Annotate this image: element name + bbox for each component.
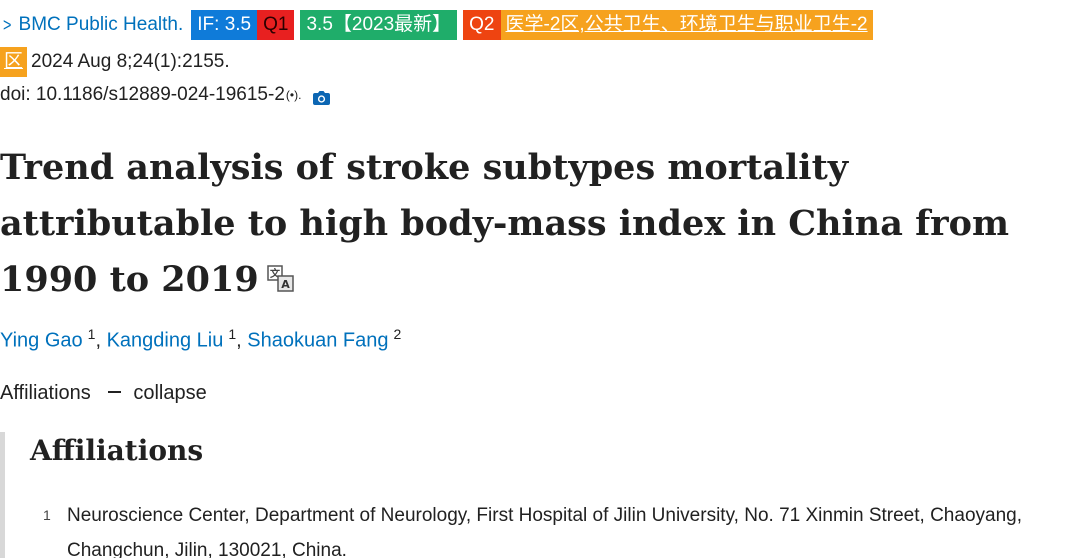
affiliation-number[interactable]: 2 — [393, 326, 402, 342]
collapse-label: collapse — [133, 382, 207, 404]
article-title-text: Trend analysis of stroke subtypes mortal… — [0, 147, 1009, 300]
camera-icon[interactable] — [313, 89, 331, 105]
svg-text:A: A — [281, 278, 290, 291]
affiliation-item: 1 Neuroscience Center, Department of Neu… — [35, 498, 1045, 558]
cas-category-badge-tail[interactable]: 区 — [0, 47, 28, 77]
affiliation-number[interactable]: 1 — [87, 326, 96, 342]
doi-text: doi: 10.1186/s12889-024-19615-2 — [0, 84, 285, 105]
affiliations-heading: Affiliations — [30, 434, 204, 467]
impact-factor-badge[interactable]: IF: 3.5 — [191, 10, 258, 40]
translate-icon[interactable]: 文 A — [266, 254, 295, 292]
affiliations-panel: Affiliations 1 Neuroscience Center, Depa… — [0, 432, 1080, 558]
author-link[interactable]: Kangding Liu — [106, 329, 224, 352]
jcr-quartile-badge[interactable]: Q1 — [257, 10, 295, 40]
author-link[interactable]: Ying Gao — [0, 329, 83, 352]
article-title: Trend analysis of stroke subtypes mortal… — [0, 140, 1070, 308]
minus-icon — [108, 390, 122, 393]
cas-quartile-badge[interactable]: Q2 — [463, 10, 501, 40]
affiliations-toggle: Affiliations collapse — [0, 382, 207, 405]
author-list: Ying Gao 1, Kangding Liu 1, Shaokuan Fang 2 — [0, 326, 402, 352]
affiliation-item-number: 1 — [43, 507, 51, 523]
svg-text:文: 文 — [270, 267, 281, 280]
cas-category-badge[interactable]: 医学-2区,公共卫生、环境卫生与职业卫生-2 — [500, 10, 873, 40]
journal-link[interactable]: > BMC Public Health. — [0, 14, 183, 36]
affiliations-toggle-label: Affiliations — [0, 382, 91, 404]
doi-line: doi: 10.1186/s12889-024-19615-2 (•). — [0, 80, 331, 110]
author-link[interactable]: Shaokuan Fang — [247, 329, 389, 352]
affiliation-item-text: Neuroscience Center, Department of Neuro… — [67, 505, 1022, 558]
publication-date: 2024 Aug 8;24(1):2155. — [31, 51, 230, 72]
affiliation-number[interactable]: 1 — [228, 326, 237, 342]
collapse-button[interactable]: collapse — [108, 382, 207, 404]
zk-rank-badge[interactable]: 3.5【2023最新】 — [300, 10, 458, 40]
journal-name: BMC Public Health. — [18, 14, 184, 35]
citation-line: > BMC Public Health. IF: 3.5 Q1 3.5【2023最… — [0, 10, 873, 40]
doi-suffix: (•). — [285, 88, 302, 102]
chevron-right-icon: > — [3, 14, 12, 35]
citation-date-line: 区 2024 Aug 8;24(1):2155. — [0, 47, 230, 77]
